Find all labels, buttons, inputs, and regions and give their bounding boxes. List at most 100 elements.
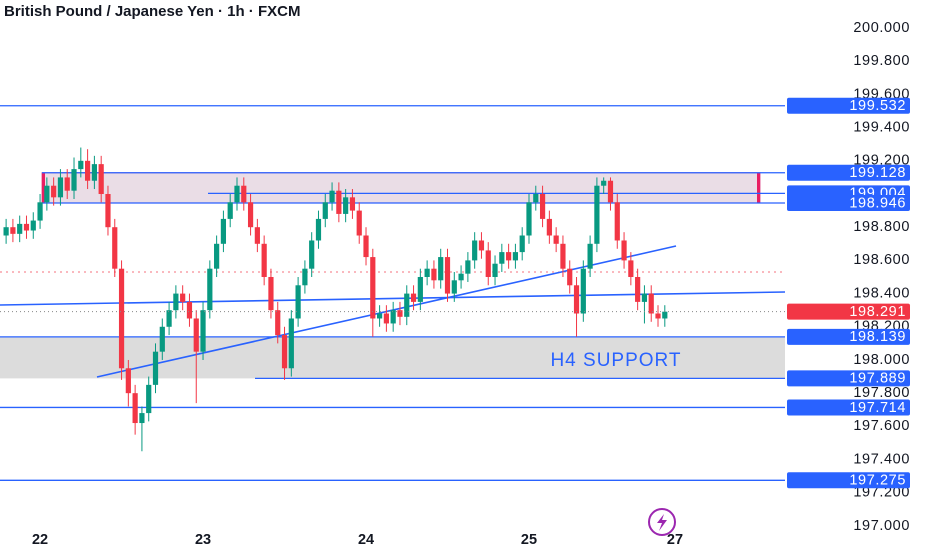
y-tick-label: 197.800 (853, 385, 910, 401)
y-tick-label: 199.800 (853, 53, 910, 69)
candle-body (444, 257, 451, 294)
candle-body (567, 268, 573, 286)
candle-body (30, 220, 36, 231)
candle-body (214, 243, 220, 269)
candle-body (580, 268, 586, 314)
candle-body (404, 293, 410, 317)
candle-body (492, 263, 498, 277)
candle-body (295, 285, 301, 319)
y-tick-label: 198.800 (853, 219, 910, 235)
candle-body (275, 310, 281, 336)
candle-body (132, 393, 138, 424)
price-tag-label: 199.532 (849, 98, 906, 114)
candle-body (526, 202, 532, 236)
candle-body (152, 351, 159, 385)
candle-body (478, 240, 485, 251)
y-tick-label: 198.400 (853, 285, 910, 301)
y-tick-label: 198.600 (853, 252, 910, 268)
candle-body (397, 310, 403, 317)
candle-body (628, 260, 634, 277)
candle-body (648, 293, 654, 314)
candle-body (57, 177, 64, 198)
candle-body (315, 218, 322, 241)
x-tick-label: 25 (521, 532, 537, 548)
candle-body (268, 276, 274, 311)
candle-body (607, 180, 614, 203)
trend-line (0, 291, 786, 306)
candle-body (84, 160, 91, 181)
candle-body (220, 218, 227, 244)
candle-body (247, 202, 254, 228)
candle-body (234, 185, 240, 203)
price-tag (787, 303, 910, 320)
candle-body (472, 240, 478, 261)
zone-edge (757, 172, 760, 203)
candle-body (601, 180, 607, 186)
candle-body (533, 194, 539, 203)
y-tick-label: 197.000 (853, 518, 910, 534)
candle-body (91, 164, 97, 181)
candle-body (485, 250, 491, 277)
candle-body (227, 202, 233, 219)
candle-body (451, 280, 457, 294)
y-tick-label: 199.200 (853, 153, 910, 169)
x-tick-label: 22 (32, 532, 48, 548)
price-tag (787, 194, 910, 211)
candle-body (71, 169, 77, 191)
candle-body (370, 257, 376, 319)
zone-label: H4 SUPPORT (550, 350, 681, 371)
candle-body (431, 268, 437, 281)
candle-body (254, 227, 260, 244)
y-tick-label: 197.200 (853, 485, 910, 501)
candle-body (594, 185, 600, 244)
chart-title: British Pound / Japanese Yen · 1h · FXCM (4, 3, 300, 20)
candle-body (288, 318, 294, 369)
candle-body (343, 197, 349, 214)
candle-body (363, 235, 369, 258)
candle-body (146, 384, 152, 414)
price-tag-label: 199.128 (849, 165, 906, 181)
y-tick-label: 197.600 (853, 418, 910, 434)
candle-body (200, 310, 206, 352)
candle-body (539, 194, 546, 219)
candle-body (506, 252, 512, 261)
y-tick-label: 199.400 (853, 119, 910, 135)
candle-body (159, 326, 165, 352)
candle-body (118, 268, 125, 369)
x-tick-label: 27 (667, 532, 683, 548)
candle-body (193, 318, 199, 352)
candle-body (587, 243, 593, 269)
candle-body (3, 227, 9, 236)
price-tag (787, 399, 910, 416)
candle-body (438, 257, 444, 281)
candle-body (553, 235, 559, 244)
candle-body (125, 368, 131, 394)
x-tick-label: 23 (195, 532, 211, 548)
candle-body (417, 276, 423, 302)
candle-body (166, 310, 172, 327)
price-tag (787, 328, 910, 345)
candle-body (614, 202, 620, 241)
candle-body (44, 185, 50, 203)
candle-body (23, 223, 30, 231)
candle-body (519, 235, 525, 253)
candle-body (105, 194, 111, 228)
candle-body (635, 276, 641, 302)
background-layer: H4 SUPPORT (0, 105, 785, 481)
candle-body (662, 311, 668, 319)
candle-body (78, 160, 84, 170)
candle-body (499, 252, 505, 264)
candle-body (281, 335, 288, 369)
candle-body (180, 293, 186, 302)
candle-body (98, 164, 104, 195)
price-tag-label: 197.889 (849, 371, 906, 387)
candle-body (573, 285, 580, 314)
candle-body (424, 268, 430, 277)
candle-body (207, 268, 213, 311)
candle-body (173, 293, 179, 311)
candle-body (465, 260, 471, 274)
zone-edge (42, 172, 45, 203)
axis-layer: 200.000199.800199.600199.400199.200198.8… (32, 20, 910, 550)
price-tag (787, 164, 910, 181)
